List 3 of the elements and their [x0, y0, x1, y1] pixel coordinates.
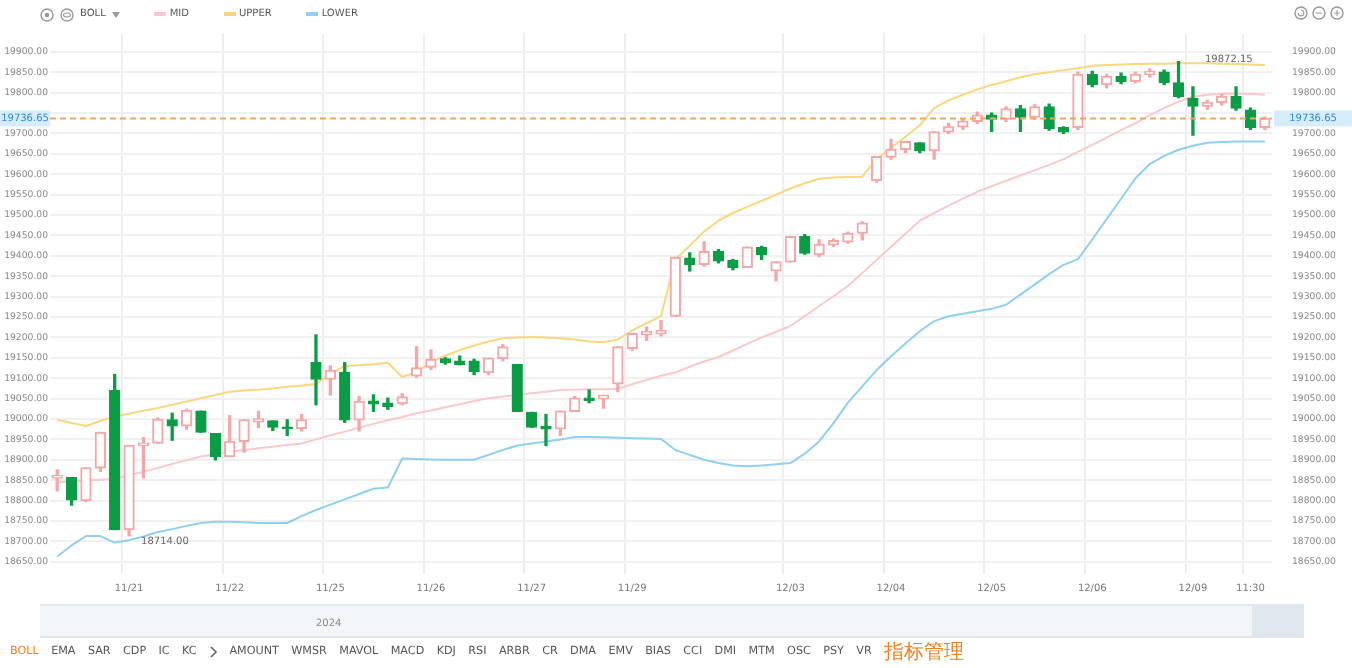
candlestick: [310, 334, 322, 406]
text: 指标管理: [884, 639, 965, 666]
candlestick: [1187, 86, 1199, 136]
